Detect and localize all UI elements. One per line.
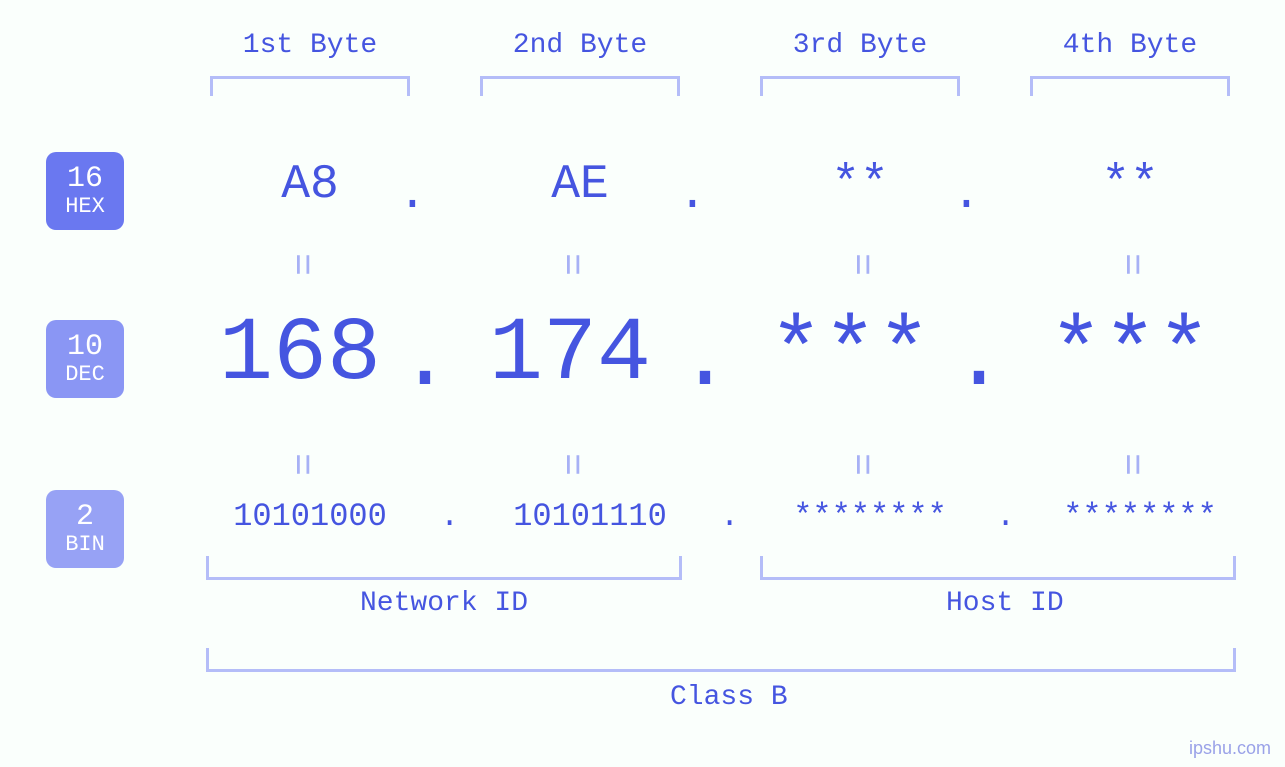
hex-byte-3: ** xyxy=(760,158,960,212)
eq-1-4: = xyxy=(1109,245,1152,285)
bin-byte-1: 10101000 xyxy=(180,498,440,535)
watermark: ipshu.com xyxy=(1189,738,1271,759)
bin-dot-2: . xyxy=(720,498,739,535)
badge-dec-num: 10 xyxy=(67,332,103,362)
bracket-network xyxy=(206,556,682,580)
dec-dot-3: . xyxy=(952,310,1006,412)
badge-bin-num: 2 xyxy=(76,502,94,532)
bin-dot-1: . xyxy=(440,498,459,535)
bin-byte-2: 10101110 xyxy=(460,498,720,535)
bracket-byte-3 xyxy=(760,76,960,96)
byte-header-4: 4th Byte xyxy=(1030,30,1230,61)
bracket-byte-4 xyxy=(1030,76,1230,96)
ip-diagram: 1st Byte 2nd Byte 3rd Byte 4th Byte 16 H… xyxy=(0,0,1285,767)
badge-dec: 10 DEC xyxy=(46,320,124,398)
label-class: Class B xyxy=(670,682,788,713)
bracket-host xyxy=(760,556,1236,580)
dec-byte-3: *** xyxy=(740,304,960,406)
badge-bin: 2 BIN xyxy=(46,490,124,568)
eq-1-2: = xyxy=(549,245,592,285)
dec-dot-2: . xyxy=(678,310,732,412)
label-network: Network ID xyxy=(360,588,528,619)
dec-byte-4: *** xyxy=(1010,304,1250,406)
badge-dec-label: DEC xyxy=(65,364,105,386)
hex-byte-2: AE xyxy=(480,158,680,212)
dec-byte-1: 168 xyxy=(190,304,410,406)
bracket-class xyxy=(206,648,1236,672)
byte-header-2: 2nd Byte xyxy=(480,30,680,61)
hex-dot-3: . xyxy=(952,168,981,222)
eq-2-4: = xyxy=(1109,445,1152,485)
badge-hex-label: HEX xyxy=(65,196,105,218)
hex-dot-1: . xyxy=(398,168,427,222)
hex-dot-2: . xyxy=(678,168,707,222)
hex-byte-1: A8 xyxy=(210,158,410,212)
badge-hex-num: 16 xyxy=(67,164,103,194)
bracket-byte-2 xyxy=(480,76,680,96)
dec-dot-1: . xyxy=(398,310,452,412)
bin-byte-4: ******** xyxy=(1010,498,1270,535)
eq-2-3: = xyxy=(839,445,882,485)
eq-1-3: = xyxy=(839,245,882,285)
eq-1-1: = xyxy=(279,245,322,285)
eq-2-1: = xyxy=(279,445,322,485)
hex-byte-4: ** xyxy=(1030,158,1230,212)
label-host: Host ID xyxy=(946,588,1064,619)
bin-byte-3: ******** xyxy=(740,498,1000,535)
byte-header-1: 1st Byte xyxy=(210,30,410,61)
badge-hex: 16 HEX xyxy=(46,152,124,230)
bracket-byte-1 xyxy=(210,76,410,96)
badge-bin-label: BIN xyxy=(65,534,105,556)
dec-byte-2: 174 xyxy=(460,304,680,406)
eq-2-2: = xyxy=(549,445,592,485)
byte-header-3: 3rd Byte xyxy=(760,30,960,61)
